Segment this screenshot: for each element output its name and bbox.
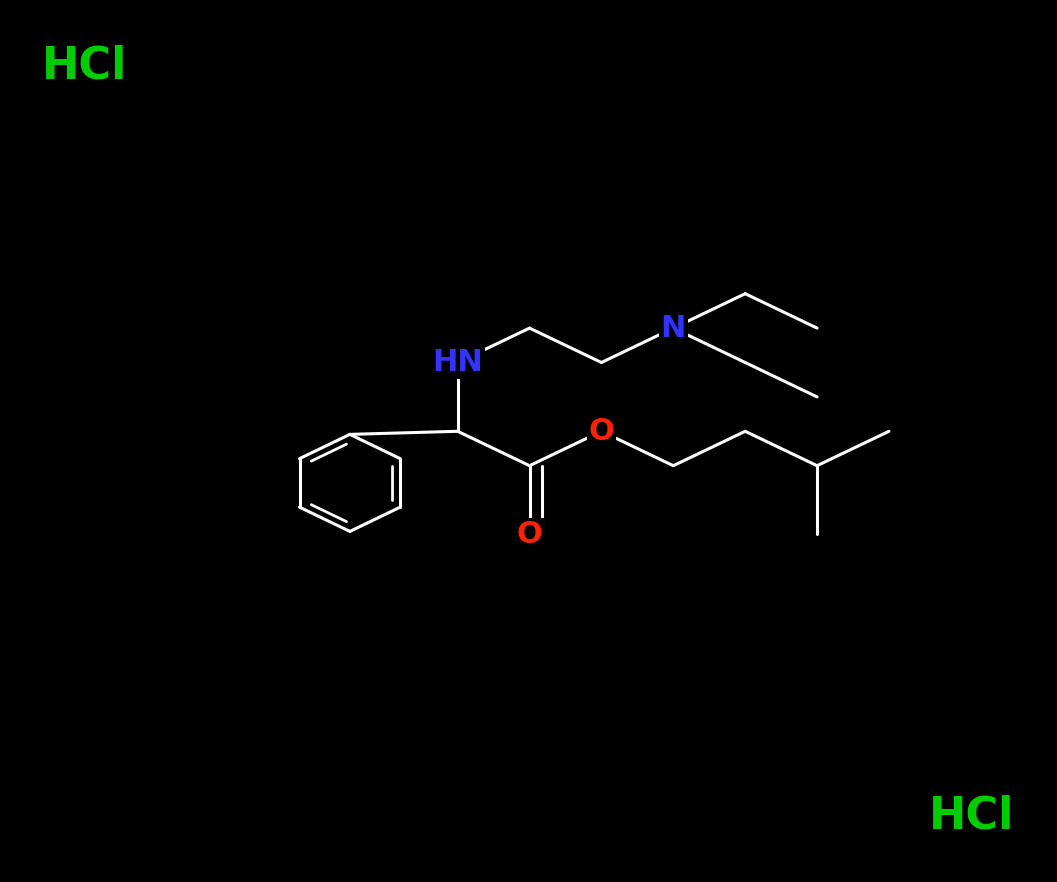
Text: N: N xyxy=(661,314,686,342)
Text: O: O xyxy=(589,417,614,445)
Text: HCl: HCl xyxy=(929,795,1015,838)
Text: O: O xyxy=(517,520,542,549)
Text: HN: HN xyxy=(432,348,483,377)
Text: HCl: HCl xyxy=(42,44,128,87)
